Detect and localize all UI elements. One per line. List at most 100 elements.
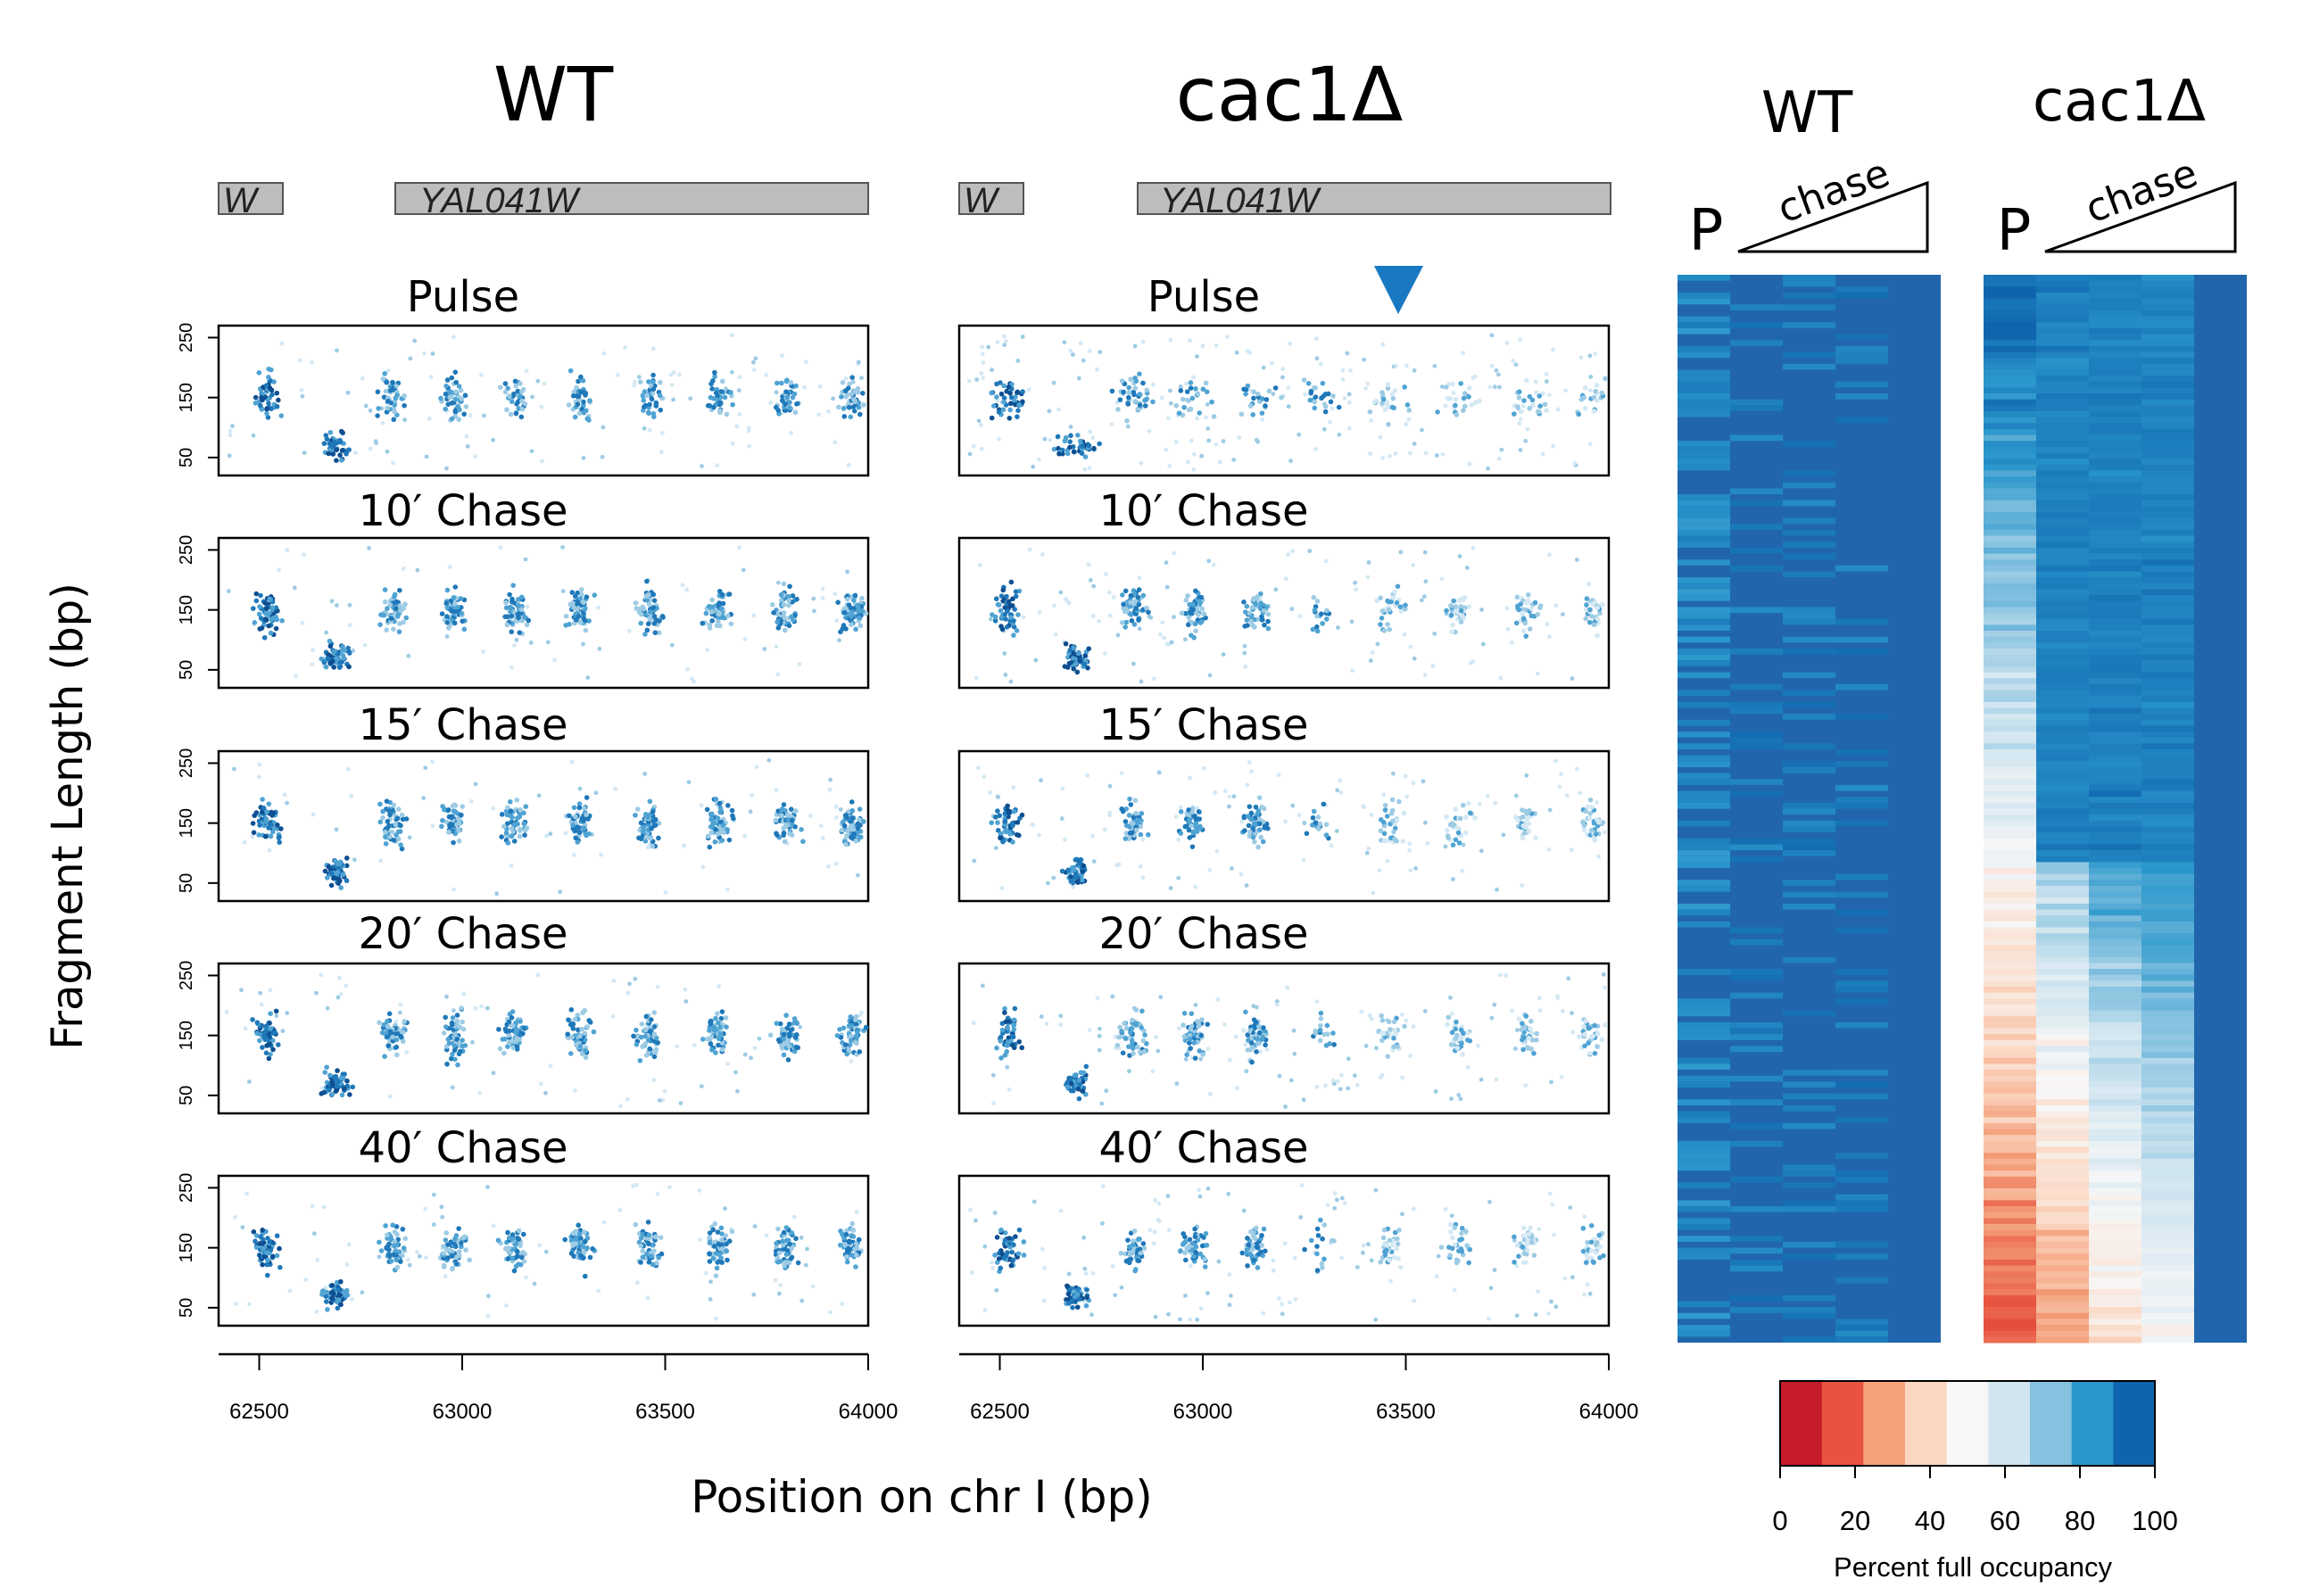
- point: [995, 820, 1000, 825]
- point: [999, 1027, 1006, 1033]
- point: [1444, 814, 1450, 820]
- point: [1469, 401, 1475, 408]
- point: [377, 1020, 382, 1026]
- point: [340, 1071, 346, 1078]
- point: [1340, 376, 1346, 382]
- point: [545, 640, 551, 645]
- point: [782, 627, 788, 633]
- point: [1346, 1056, 1351, 1062]
- point: [1423, 579, 1429, 584]
- point: [784, 377, 790, 384]
- point: [651, 1078, 657, 1082]
- point: [764, 373, 769, 377]
- point: [652, 1049, 659, 1055]
- point: [513, 1030, 518, 1036]
- point: [253, 1238, 258, 1245]
- point: [345, 390, 351, 395]
- point: [1243, 664, 1248, 669]
- point: [1082, 653, 1088, 658]
- row-title: 10′ Chase: [1098, 486, 1308, 536]
- point: [841, 609, 848, 616]
- point: [267, 1239, 273, 1245]
- point: [854, 1040, 859, 1046]
- panel-frame: [217, 749, 870, 903]
- point: [524, 622, 530, 628]
- gene-box-right: [1137, 182, 1611, 215]
- point: [246, 1079, 252, 1084]
- point: [454, 1037, 460, 1042]
- point: [627, 981, 632, 987]
- point: [429, 759, 435, 765]
- point: [675, 1044, 680, 1049]
- point: [378, 858, 384, 864]
- point: [1131, 661, 1136, 666]
- point: [705, 402, 711, 409]
- point: [1407, 841, 1412, 847]
- point: [724, 411, 730, 418]
- point: [504, 407, 509, 413]
- point: [1014, 628, 1020, 633]
- point: [1131, 1051, 1136, 1056]
- point: [452, 608, 458, 615]
- point: [803, 360, 808, 364]
- point: [396, 629, 402, 634]
- point: [443, 383, 449, 389]
- point: [1188, 1046, 1194, 1051]
- point: [849, 1033, 854, 1039]
- point: [795, 1260, 801, 1266]
- point: [1504, 973, 1509, 978]
- point: [1510, 1008, 1515, 1013]
- point: [450, 1015, 456, 1021]
- point: [719, 378, 725, 385]
- point: [710, 1255, 717, 1261]
- point: [263, 605, 269, 611]
- point: [730, 813, 735, 819]
- point: [1097, 618, 1102, 624]
- point: [1183, 597, 1189, 603]
- point: [1192, 1055, 1198, 1061]
- point: [1391, 829, 1396, 835]
- point: [1523, 377, 1529, 384]
- point: [708, 815, 715, 821]
- point: [1015, 612, 1021, 617]
- point: [1205, 402, 1210, 407]
- point: [1527, 405, 1532, 411]
- point: [518, 393, 523, 399]
- point: [775, 1226, 781, 1232]
- point: [1265, 825, 1271, 831]
- point: [1450, 877, 1455, 881]
- point: [390, 1222, 395, 1228]
- point: [1517, 389, 1522, 394]
- point: [334, 827, 339, 832]
- point: [383, 1223, 388, 1228]
- point: [717, 809, 723, 815]
- point: [578, 620, 584, 625]
- point: [587, 398, 592, 403]
- point: [1142, 1032, 1147, 1038]
- point: [1140, 875, 1146, 880]
- point: [397, 587, 402, 593]
- point: [385, 1023, 391, 1030]
- point: [782, 839, 788, 845]
- point: [1126, 813, 1132, 818]
- point: [1403, 602, 1408, 608]
- point: [455, 604, 460, 610]
- point: [1118, 1034, 1124, 1039]
- point: [648, 835, 653, 841]
- x-tick-label: 63000: [433, 1400, 493, 1424]
- point: [450, 1085, 455, 1090]
- point: [1318, 1010, 1324, 1016]
- point: [1075, 1086, 1081, 1092]
- point: [640, 1044, 645, 1050]
- point: [1010, 839, 1015, 845]
- point: [717, 611, 723, 616]
- point: [503, 600, 509, 606]
- point: [581, 1250, 587, 1255]
- point: [1603, 376, 1608, 382]
- point: [783, 1260, 788, 1265]
- point: [375, 413, 380, 418]
- point: [1382, 807, 1388, 813]
- point: [263, 1028, 269, 1034]
- point: [1071, 867, 1077, 872]
- point: [250, 821, 256, 826]
